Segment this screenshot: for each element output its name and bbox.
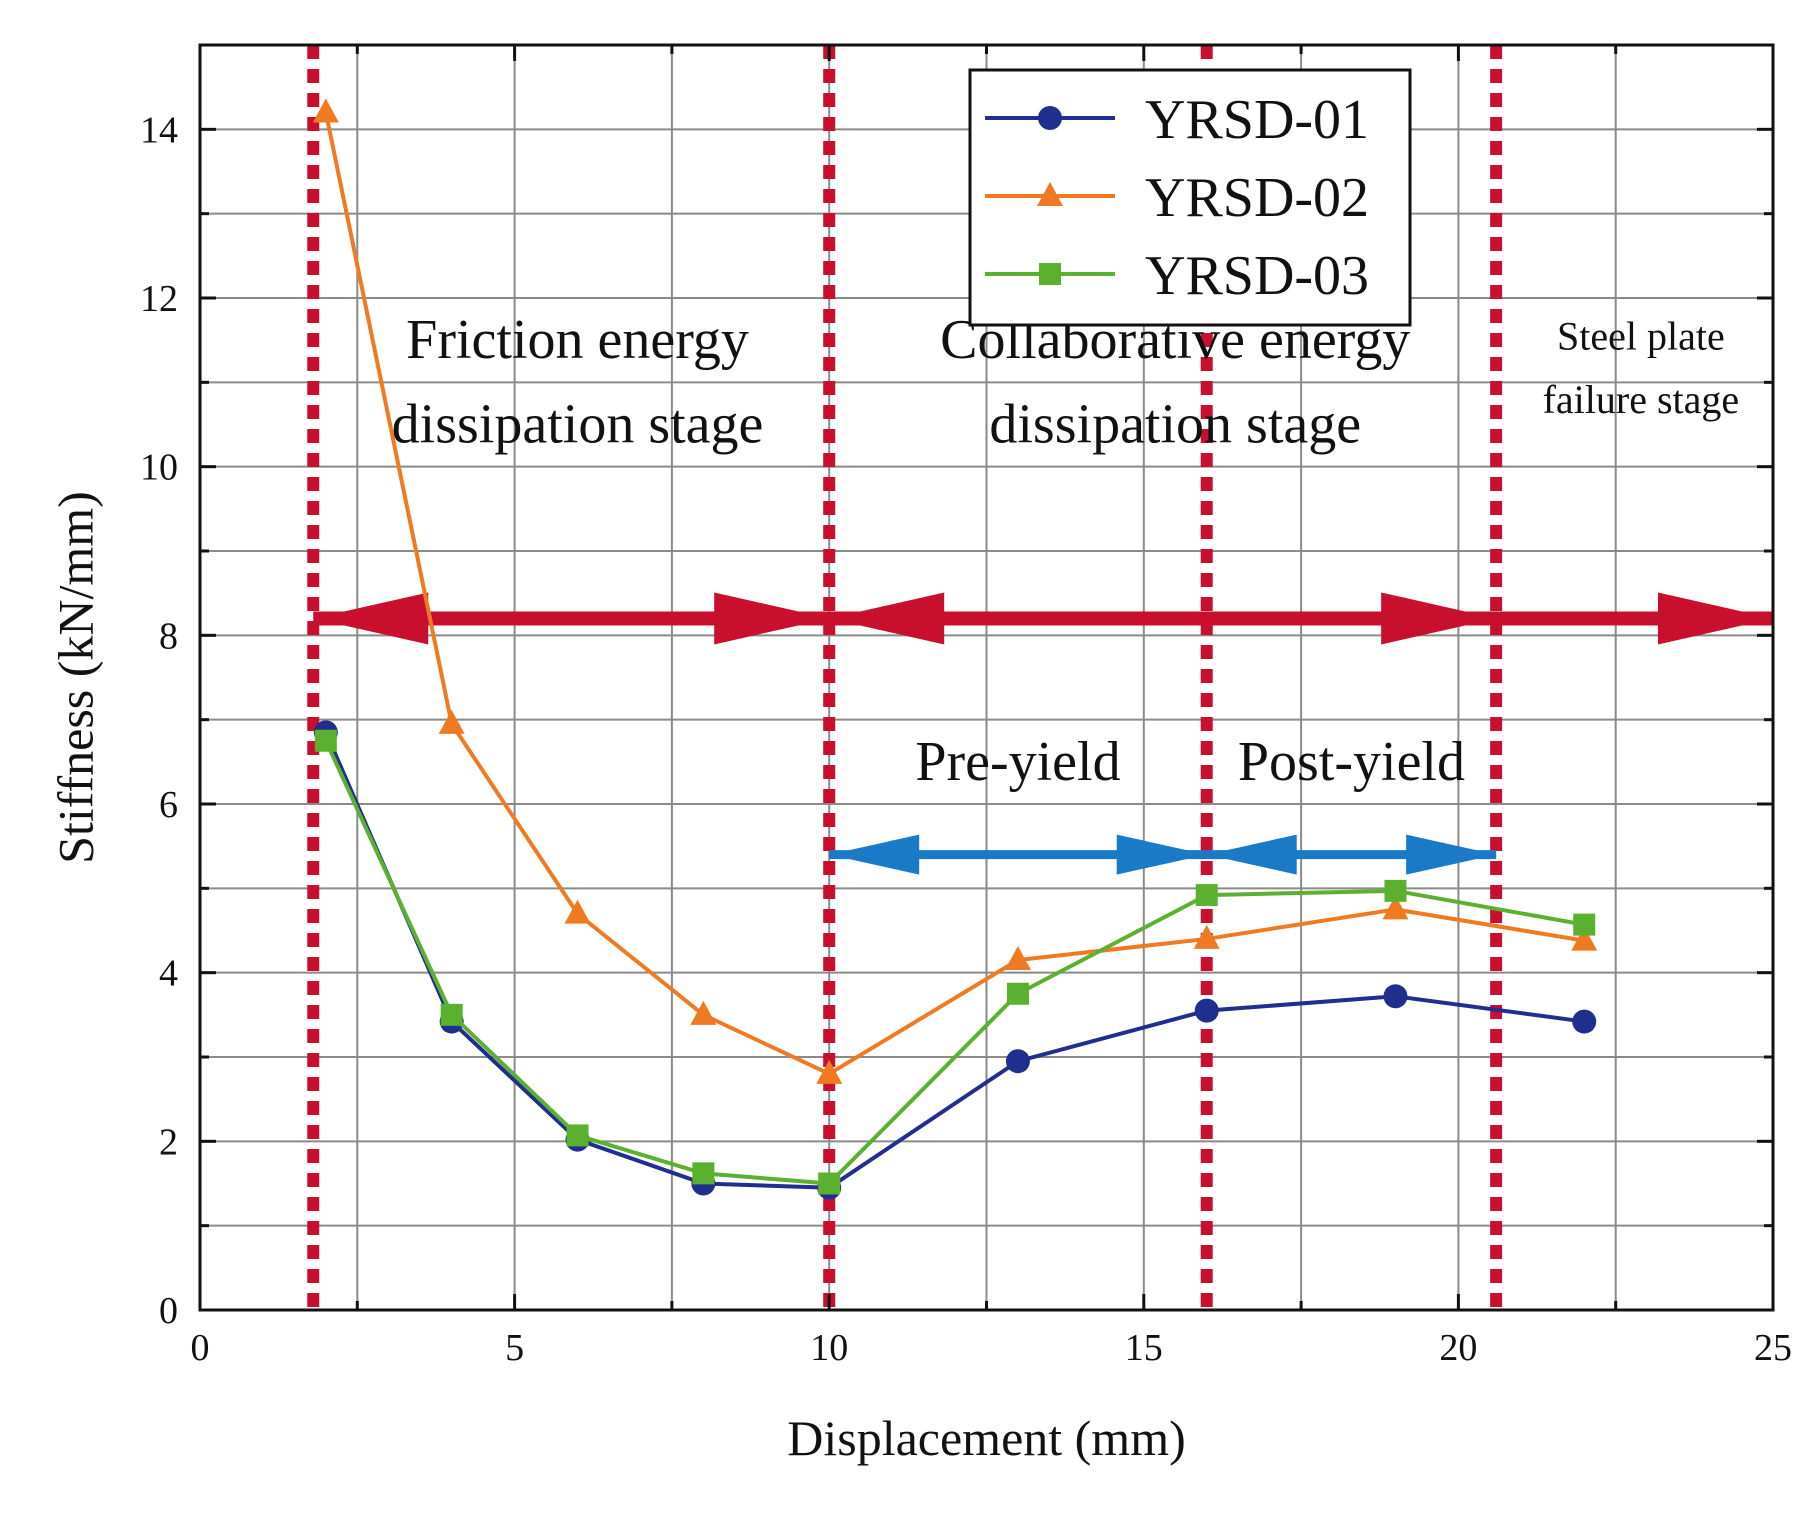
data-point — [1572, 1009, 1597, 1034]
data-point — [566, 1124, 589, 1147]
y-tick-label: 4 — [159, 953, 178, 995]
y-tick-label: 8 — [159, 615, 178, 657]
stage-arrowhead — [313, 592, 429, 645]
x-tick-label: 25 — [1754, 1327, 1792, 1369]
y-tick-label: 0 — [159, 1290, 178, 1332]
data-point — [1004, 946, 1031, 971]
stage-arrowhead — [1658, 592, 1773, 645]
stage-arrowhead — [829, 592, 945, 645]
yield-arrowhead — [829, 834, 920, 875]
legend-marker — [1038, 106, 1062, 130]
y-axis-title: Stiffness (kN/mm) — [48, 491, 104, 864]
stage-label: Steel plate — [1557, 314, 1725, 359]
data-point — [1573, 913, 1596, 936]
x-tick-label: 0 — [191, 1327, 210, 1369]
data-point — [312, 98, 339, 123]
y-tick-label: 14 — [140, 109, 178, 151]
y-tick-label: 12 — [140, 278, 178, 320]
data-point — [440, 1003, 463, 1026]
x-tick-label: 5 — [505, 1327, 524, 1369]
x-tick-label: 20 — [1439, 1327, 1477, 1369]
sub-stage-label: Post-yield — [1238, 731, 1465, 793]
sub-stage-label: Pre-yield — [915, 731, 1120, 793]
series-yrsd-03 — [314, 729, 1596, 1195]
data-point — [1193, 924, 1220, 949]
data-point — [690, 1000, 717, 1025]
data-point — [1384, 879, 1407, 902]
legend-marker — [1037, 182, 1063, 206]
y-tick-label: 6 — [159, 784, 178, 826]
data-point — [314, 729, 337, 752]
data-point — [1383, 984, 1408, 1009]
x-tick-label: 15 — [1125, 1327, 1163, 1369]
series-yrsd-02 — [312, 98, 1598, 1084]
stage-label: Friction energy — [406, 309, 749, 371]
x-tick-label: 10 — [810, 1327, 848, 1369]
data-point — [816, 1059, 843, 1084]
legend-label: YRSD-03 — [1145, 245, 1369, 307]
yield-arrowhead — [1206, 834, 1297, 875]
stage-arrowhead — [714, 592, 830, 645]
data-point — [438, 709, 465, 734]
data-point — [1571, 926, 1598, 951]
stage-label: dissipation stage — [989, 394, 1361, 456]
legend: YRSD-01 YRSD-02 YRSD-03 — [968, 68, 1412, 327]
data-point — [1006, 982, 1029, 1005]
yield-arrowhead — [1406, 834, 1497, 875]
stage-arrows — [313, 592, 1773, 875]
legend-marker — [1039, 263, 1061, 285]
y-tick-label: 10 — [140, 447, 178, 489]
x-axis-title: Displacement (mm) — [787, 1410, 1186, 1466]
data-series — [312, 98, 1598, 1200]
data-point — [1005, 1049, 1030, 1074]
stage-label: failure stage — [1543, 377, 1740, 422]
stage-boundaries — [307, 45, 1503, 1310]
axis-ticks: 0 5 10 15 20 25 0 2 4 6 8 10 12 14 — [140, 43, 1792, 1369]
data-point — [564, 899, 591, 924]
stage-arrowhead — [1381, 592, 1497, 645]
data-point — [692, 1162, 715, 1185]
data-point — [1382, 895, 1409, 920]
y-tick-label: 2 — [159, 1121, 178, 1163]
data-point — [1195, 884, 1218, 907]
legend-label: YRSD-01 — [1145, 89, 1369, 151]
legend-label: YRSD-02 — [1145, 167, 1369, 229]
data-point — [818, 1172, 841, 1195]
yield-arrowhead — [1116, 834, 1207, 875]
data-point — [1194, 998, 1219, 1023]
stage-label: dissipation stage — [392, 394, 764, 456]
